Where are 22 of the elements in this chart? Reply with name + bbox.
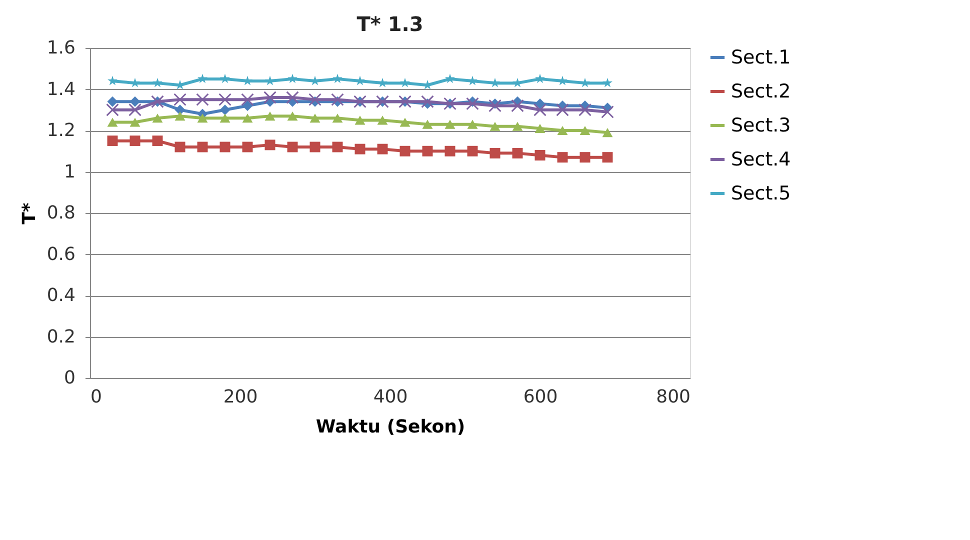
y-tick-label: 1: [64, 161, 76, 182]
legend-label: Sect.3: [731, 114, 791, 136]
y-tick-label: 0: [64, 368, 76, 388]
x-tick-label: 400: [373, 386, 408, 408]
y-tick-label: 1.4: [46, 78, 76, 100]
y-tick-label: 0.2: [46, 326, 76, 348]
y-axis-title: T*: [18, 202, 40, 224]
legend-label: Sect.1: [731, 46, 791, 68]
y-tick-label: 1.6: [46, 38, 76, 58]
y-tick-label: 1.2: [46, 120, 76, 141]
x-tick-label: 800: [656, 386, 690, 408]
legend-label: Sect.5: [731, 182, 791, 204]
x-axis-title: Waktu (Sekon): [316, 416, 466, 438]
y-tick-label: 0.6: [46, 244, 76, 265]
x-tick-label: 200: [223, 386, 258, 408]
chart-title: T* 1.3: [356, 12, 424, 36]
legend-label: Sect.4: [731, 148, 791, 170]
x-tick-label: 0: [90, 386, 102, 408]
x-tick-label: 600: [523, 386, 558, 408]
legend-label: Sect.2: [731, 80, 791, 102]
y-tick-label: 0.4: [46, 285, 76, 306]
y-tick-label: 0.8: [46, 202, 76, 224]
